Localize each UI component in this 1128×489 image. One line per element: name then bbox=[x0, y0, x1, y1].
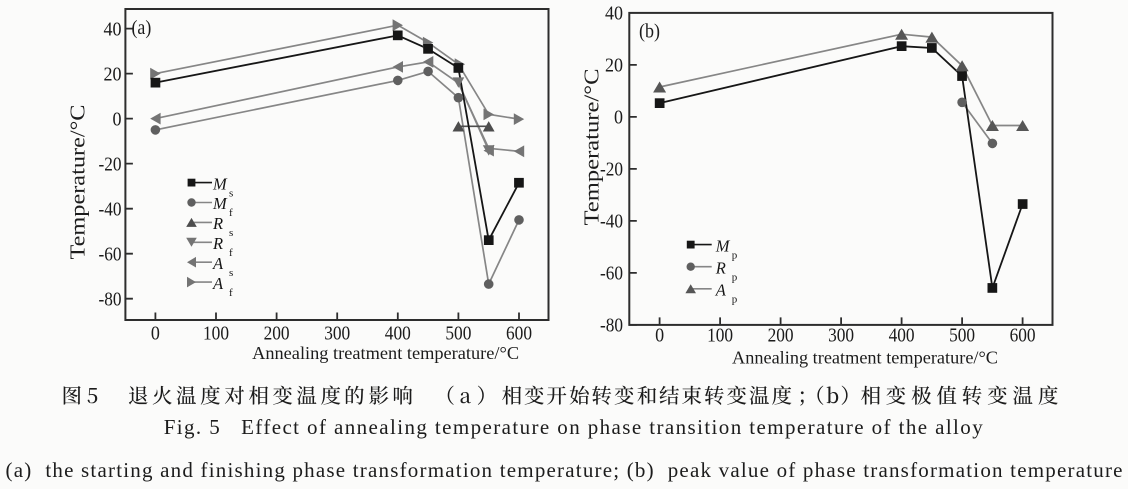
svg-text:A: A bbox=[715, 281, 727, 300]
svg-text:(b): (b) bbox=[639, 21, 660, 43]
svg-text:Temperature/°C: Temperature/°C bbox=[66, 105, 90, 260]
svg-text:-20: -20 bbox=[99, 153, 122, 175]
svg-text:0: 0 bbox=[614, 107, 623, 129]
svg-text:400: 400 bbox=[889, 325, 915, 347]
svg-text:Annealing treatment temperatur: Annealing treatment temperature/°C bbox=[252, 343, 519, 363]
svg-text:300: 300 bbox=[828, 325, 854, 347]
svg-text:100: 100 bbox=[707, 325, 733, 347]
svg-text:s: s bbox=[229, 227, 233, 239]
svg-text:-20: -20 bbox=[600, 159, 623, 181]
svg-text:M: M bbox=[715, 236, 731, 255]
svg-text:400: 400 bbox=[385, 323, 411, 345]
svg-text:100: 100 bbox=[203, 323, 229, 345]
svg-text:20: 20 bbox=[104, 63, 122, 85]
svg-text:20: 20 bbox=[605, 55, 623, 77]
svg-text:f: f bbox=[229, 207, 233, 219]
svg-text:600: 600 bbox=[1010, 325, 1036, 347]
svg-text:f: f bbox=[229, 247, 233, 259]
svg-text:0: 0 bbox=[113, 108, 122, 130]
svg-text:Annealing treatment temperatur: Annealing treatment temperature/°C bbox=[732, 348, 998, 368]
svg-text:s: s bbox=[229, 187, 233, 199]
svg-text:Temperature/°C: Temperature/°C bbox=[580, 69, 604, 226]
svg-text:200: 200 bbox=[768, 325, 794, 347]
svg-text:f: f bbox=[229, 287, 233, 299]
svg-text:R: R bbox=[212, 214, 223, 233]
svg-text:p: p bbox=[732, 294, 738, 306]
svg-text:600: 600 bbox=[506, 323, 532, 345]
svg-text:-80: -80 bbox=[600, 315, 623, 337]
svg-text:-60: -60 bbox=[600, 263, 623, 285]
svg-text:p: p bbox=[732, 271, 738, 283]
svg-text:200: 200 bbox=[264, 323, 290, 345]
svg-text:p: p bbox=[732, 249, 738, 261]
svg-text:0: 0 bbox=[655, 325, 664, 347]
svg-text:0: 0 bbox=[151, 323, 160, 345]
svg-text:R: R bbox=[212, 234, 223, 253]
svg-text:40: 40 bbox=[104, 18, 122, 40]
svg-text:-60: -60 bbox=[99, 244, 122, 266]
svg-text:A: A bbox=[212, 274, 224, 293]
svg-text:M: M bbox=[212, 194, 228, 213]
svg-text:300: 300 bbox=[324, 323, 350, 345]
svg-text:R: R bbox=[715, 258, 726, 277]
svg-text:-40: -40 bbox=[600, 211, 623, 233]
svg-text:M: M bbox=[212, 174, 228, 193]
svg-text:-80: -80 bbox=[99, 289, 122, 311]
svg-text:500: 500 bbox=[949, 325, 975, 347]
svg-text:40: 40 bbox=[605, 3, 623, 25]
svg-text:(a) the starting and finishin: (a) the starting and finishing phase tra… bbox=[6, 458, 1123, 482]
svg-text:-40: -40 bbox=[99, 199, 122, 221]
svg-text:Fig. 5 Effect of annealing t: Fig. 5 Effect of annealing temperature o… bbox=[164, 415, 983, 439]
svg-text:500: 500 bbox=[445, 323, 471, 345]
svg-text:(a): (a) bbox=[132, 17, 152, 39]
svg-text:A: A bbox=[212, 254, 224, 273]
svg-text:s: s bbox=[229, 267, 233, 279]
